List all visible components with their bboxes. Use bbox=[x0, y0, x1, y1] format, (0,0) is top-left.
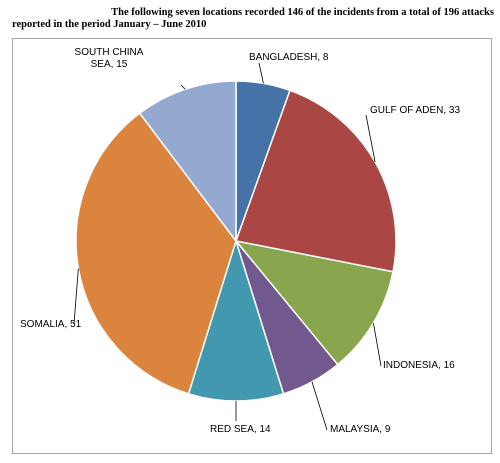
leader-lines bbox=[73, 62, 382, 431]
leader-line-malaysia bbox=[311, 381, 328, 431]
leader-line-bangladesh bbox=[258, 62, 264, 84]
pie-slice-red-sea bbox=[187, 238, 285, 402]
chart-caption: The following seven locations recorded 1… bbox=[12, 7, 494, 31]
slice-label-red-sea: RED SEA, 14 bbox=[210, 424, 271, 435]
slice-labels: BANGLADESH, 8 GULF OF ADEN, 33 INDONESIA, … bbox=[20, 47, 460, 435]
pie-slice-south-china-sea bbox=[138, 80, 237, 244]
leader-line-gulf-of-aden bbox=[365, 114, 376, 163]
slice-label-south-china-sea: SOUTH CHINA SEA, 15 bbox=[75, 47, 144, 70]
leader-line-somalia bbox=[73, 268, 79, 325]
caption-line-2: reported in the period January – June 20… bbox=[12, 19, 207, 30]
leader-line-south-china-sea bbox=[180, 84, 186, 90]
slice-label-gulf-of-aden: GULF OF ADEN, 33 bbox=[370, 105, 460, 116]
pie-slice-indonesia bbox=[234, 239, 394, 366]
caption-line-1: The following seven locations recorded 1… bbox=[111, 7, 494, 18]
slice-label-bangladesh: BANGLADESH, 8 bbox=[249, 52, 329, 63]
slice-label-malaysia: MALAYSIA, 9 bbox=[330, 424, 391, 435]
pie-slices bbox=[75, 80, 397, 402]
leader-line-indonesia bbox=[373, 322, 382, 367]
slice-label-indonesia: INDONESIA, 16 bbox=[383, 360, 455, 371]
pie-slice-somalia bbox=[75, 112, 237, 395]
slice-label-somalia: SOMALIA, 51 bbox=[20, 319, 82, 330]
